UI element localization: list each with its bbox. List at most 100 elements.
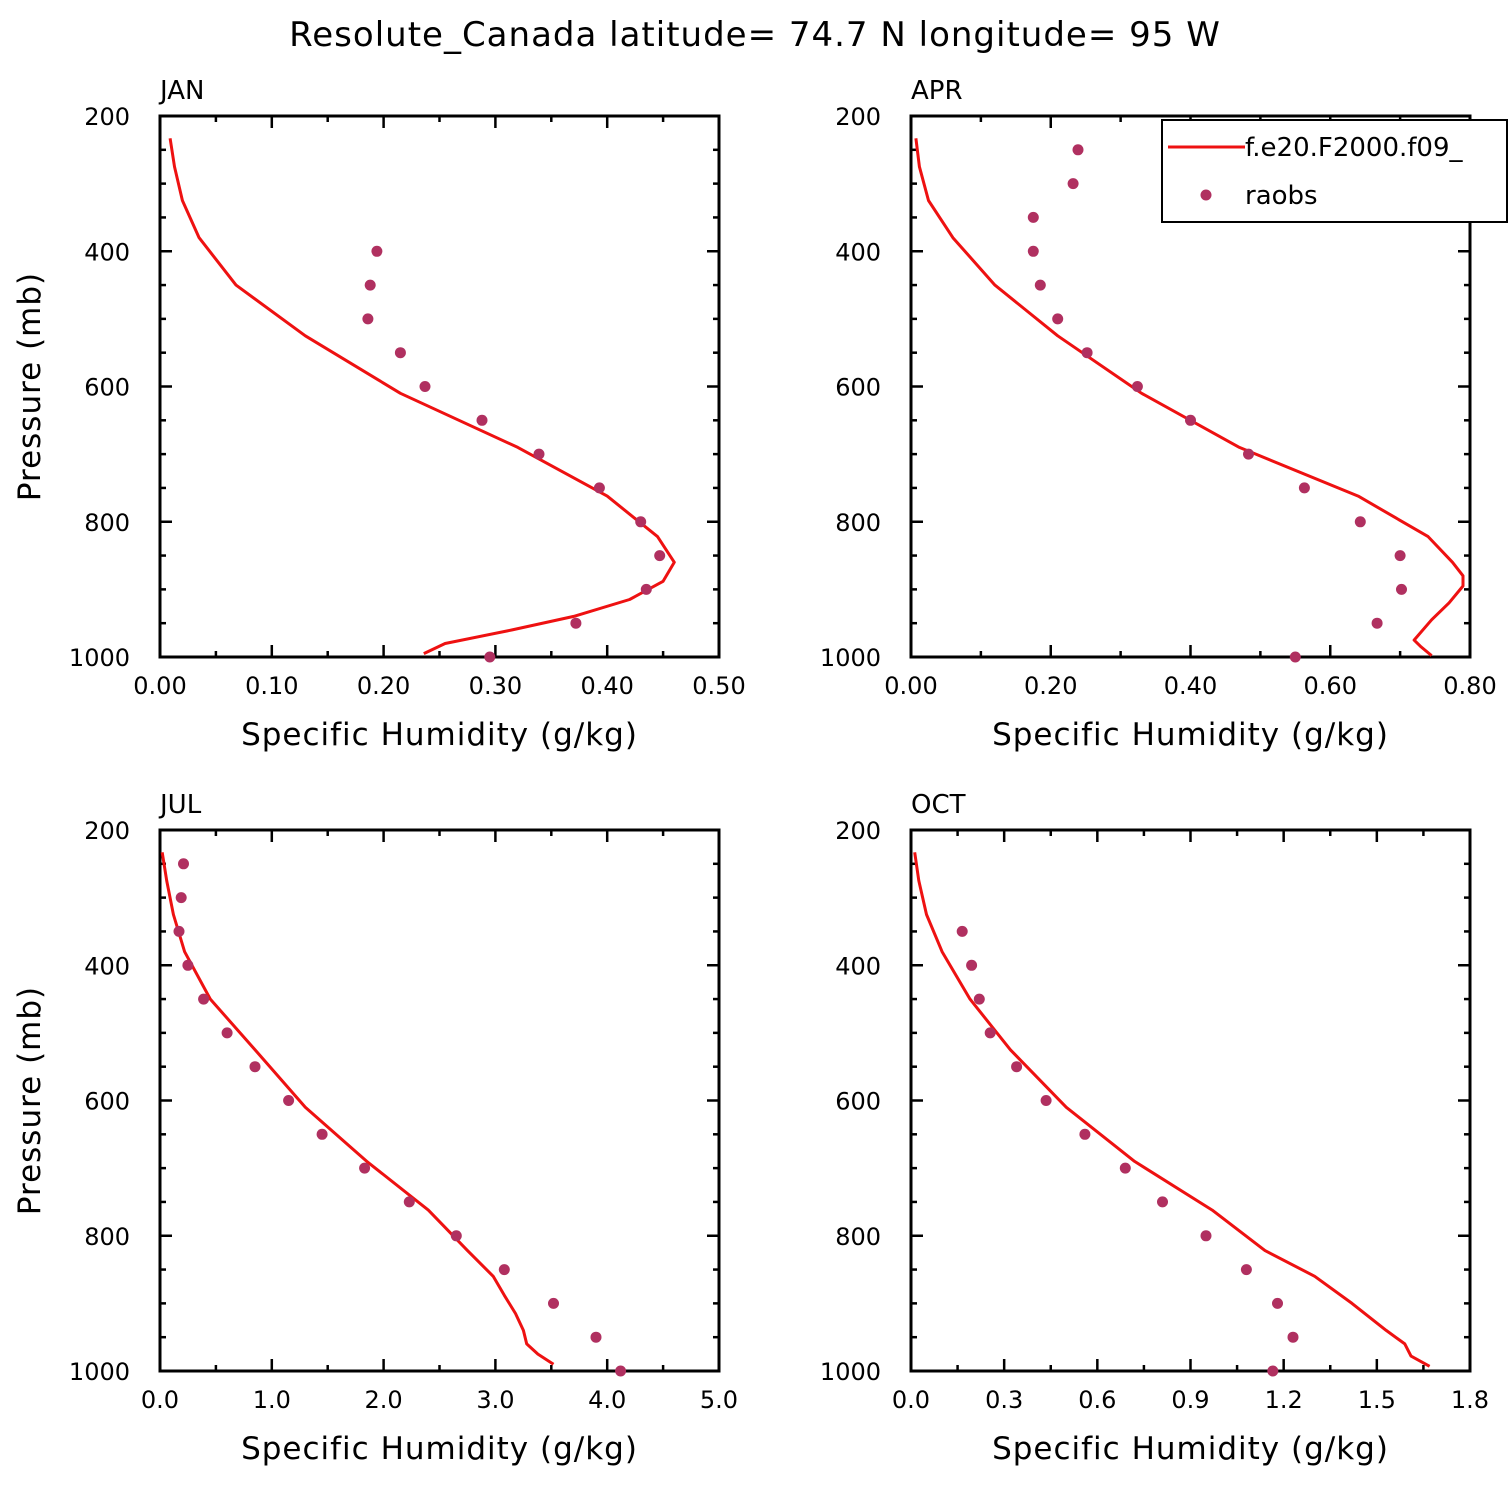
obs-point-apr: [1289, 651, 1301, 663]
obs-point-apr: [1072, 144, 1084, 156]
obs-point-oct: [1200, 1230, 1212, 1242]
obs-point-oct: [1079, 1128, 1091, 1140]
obs-point-apr: [1034, 279, 1046, 291]
x-tick-label-apr: 0.80: [1443, 672, 1496, 700]
obs-point-jan: [570, 617, 582, 629]
y-tick-label-jul: 200: [84, 817, 130, 845]
x-tick-label-jan: 0.40: [580, 672, 633, 700]
obs-point-oct: [1011, 1061, 1023, 1073]
obs-point-apr: [1371, 617, 1383, 629]
y-tick-label-jan: 800: [84, 509, 130, 537]
legend-obs-label: raobs: [1245, 181, 1318, 211]
x-axis-title-jan: Specific Humidity (g/kg): [241, 717, 638, 753]
obs-point-jan: [476, 414, 488, 426]
y-tick-label-oct: 600: [835, 1088, 881, 1116]
obs-point-jul: [359, 1162, 371, 1174]
obs-point-jan: [419, 381, 431, 392]
obs-point-jan: [394, 347, 406, 359]
obs-point-jul: [450, 1230, 462, 1242]
obs-point-jul: [590, 1331, 602, 1343]
x-tick-label-oct: 1.2: [1265, 1386, 1303, 1414]
obs-point-jan: [371, 245, 383, 257]
obs-point-jan: [635, 516, 647, 528]
y-tick-label-jul: 600: [84, 1088, 130, 1116]
obs-point-jul: [403, 1196, 415, 1208]
y-tick-label-apr: 1000: [820, 644, 881, 672]
x-tick-label-jul: 5.0: [700, 1386, 738, 1414]
obs-point-oct: [984, 1027, 996, 1039]
obs-point-jul: [548, 1297, 559, 1309]
obs-point-apr: [1067, 178, 1079, 190]
x-tick-label-jul: 3.0: [476, 1386, 514, 1414]
y-tick-label-jul: 800: [84, 1223, 130, 1251]
x-tick-label-oct: 1.8: [1451, 1386, 1489, 1414]
panel-label-jan: JAN: [158, 76, 204, 106]
legend: f.e20.F2000.f09_ raobs: [1161, 119, 1508, 223]
obs-point-jul: [615, 1365, 627, 1377]
y-tick-label-jan: 400: [84, 238, 130, 266]
panel-label-oct: OCT: [911, 790, 966, 820]
obs-point-oct: [1157, 1196, 1168, 1208]
obs-point-jul: [221, 1027, 233, 1039]
figure-title: Resolute_Canada latitude= 74.7 N longitu…: [289, 15, 1221, 55]
x-axis-title-oct: Specific Humidity (g/kg): [992, 1431, 1389, 1467]
x-tick-label-jan: 0.50: [692, 672, 745, 700]
obs-point-oct: [973, 993, 985, 1005]
y-tick-label-jul: 400: [84, 952, 130, 980]
x-tick-label-jan: 0.20: [357, 672, 410, 700]
obs-point-apr: [1185, 414, 1196, 426]
y-tick-label-apr: 400: [835, 238, 881, 266]
obs-point-jul: [316, 1128, 328, 1140]
obs-point-apr: [1243, 448, 1254, 460]
obs-point-apr: [1396, 583, 1407, 595]
x-axis-title-jul: Specific Humidity (g/kg): [241, 1431, 638, 1467]
x-tick-label-oct: 0.9: [1171, 1386, 1209, 1414]
y-tick-label-jan: 200: [84, 103, 130, 131]
obs-point-apr: [1081, 347, 1093, 359]
panels: JAN 0.00 0.10 0.20 0.30 0.40 0.50 200 400 600 800 1…: [12, 76, 1497, 1467]
obs-point-jan: [654, 550, 666, 562]
x-tick-label-oct: 1.5: [1358, 1386, 1396, 1414]
obs-point-jul: [198, 993, 210, 1005]
y-tick-label-jan: 600: [84, 374, 130, 402]
obs-point-oct: [966, 959, 978, 971]
obs-point-oct: [1040, 1095, 1052, 1106]
y-tick-label-oct: 400: [835, 952, 881, 980]
obs-point-jul: [173, 925, 185, 937]
x-tick-label-jan: 0.30: [469, 672, 522, 700]
plot-frame-jul: [158, 828, 721, 1373]
panel-apr: APR 0.00 0.20 0.40 0.60 0.80 200 400 600 800 1000 S…: [820, 76, 1497, 753]
obs-point-apr: [1027, 245, 1039, 257]
obs-point-apr: [1394, 550, 1406, 562]
y-tick-label-oct: 1000: [820, 1358, 881, 1386]
y-tick-label-oct: 200: [835, 817, 881, 845]
x-tick-label-jul: 4.0: [588, 1386, 626, 1414]
y-tick-label-oct: 800: [835, 1223, 881, 1251]
legend-model-label: f.e20.F2000.f09_: [1245, 133, 1463, 163]
panel-label-jul: JUL: [158, 790, 202, 820]
obs-point-jan: [593, 482, 605, 494]
x-tick-label-oct: 0.6: [1078, 1386, 1116, 1414]
x-tick-label-apr: 0.60: [1304, 672, 1357, 700]
panel-jan: JAN 0.00 0.10 0.20 0.30 0.40 0.50 200 400 600 800 1…: [12, 76, 746, 753]
obs-point-apr: [1027, 211, 1039, 223]
obs-point-jul: [283, 1095, 295, 1106]
panel-label-apr: APR: [911, 76, 963, 106]
y-tick-label-apr: 200: [835, 103, 881, 131]
obs-point-jul: [249, 1061, 261, 1073]
y-axis-title-jul: Pressure (mb): [12, 986, 48, 1215]
obs-point-jul: [175, 892, 187, 904]
obs-point-jan: [362, 313, 374, 325]
obs-point-oct: [1267, 1365, 1279, 1377]
model-line-oct: [913, 852, 1431, 1368]
x-tick-label-jul: 0.0: [141, 1386, 179, 1414]
obs-point-jan: [640, 583, 652, 595]
obs-point-oct: [1240, 1264, 1252, 1276]
y-axis-title-jan: Pressure (mb): [12, 272, 48, 501]
obs-point-jan: [533, 448, 545, 460]
obs-point-apr: [1052, 313, 1064, 325]
plot-frame-jan: [158, 114, 721, 659]
obs-point-jul: [182, 959, 194, 971]
panel-jul: JUL 0.0 1.0 2.0 3.0 4.0 5.0 200 400 600 800 1000 Spe…: [12, 790, 738, 1467]
